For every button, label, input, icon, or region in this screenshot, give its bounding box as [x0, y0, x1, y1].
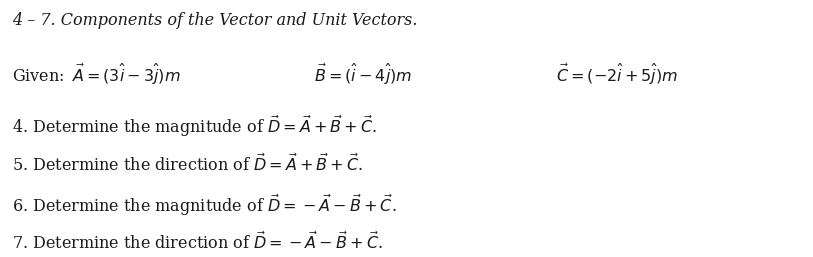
Text: $\vec{B} = (\hat{i} - 4\hat{j})m$: $\vec{B} = (\hat{i} - 4\hat{j})m$: [314, 62, 412, 87]
Text: 7. Determine the direction of $\vec{D} = -\vec{A} - \vec{B} + \vec{C}$.: 7. Determine the direction of $\vec{D} =…: [12, 232, 384, 253]
Text: 4 – 7. Components of the Vector and Unit Vectors.: 4 – 7. Components of the Vector and Unit…: [12, 12, 418, 29]
Text: 5. Determine the direction of $\vec{D} = \vec{A} + \vec{B} + \vec{C}$.: 5. Determine the direction of $\vec{D} =…: [12, 153, 363, 175]
Text: Given: $\vec{A} = (3\hat{i} - 3\hat{j})m$: Given: $\vec{A} = (3\hat{i} - 3\hat{j})m…: [12, 62, 181, 87]
Text: 6. Determine the magnitude of $\vec{D} = -\vec{A} - \vec{B} + \vec{C}$.: 6. Determine the magnitude of $\vec{D} =…: [12, 192, 398, 218]
Text: 4. Determine the magnitude of $\vec{D} = \vec{A} + \vec{B} + \vec{C}$.: 4. Determine the magnitude of $\vec{D} =…: [12, 114, 377, 140]
Text: $\vec{C} = (-2\hat{i} + 5\hat{j})m$: $\vec{C} = (-2\hat{i} + 5\hat{j})m$: [556, 62, 678, 87]
